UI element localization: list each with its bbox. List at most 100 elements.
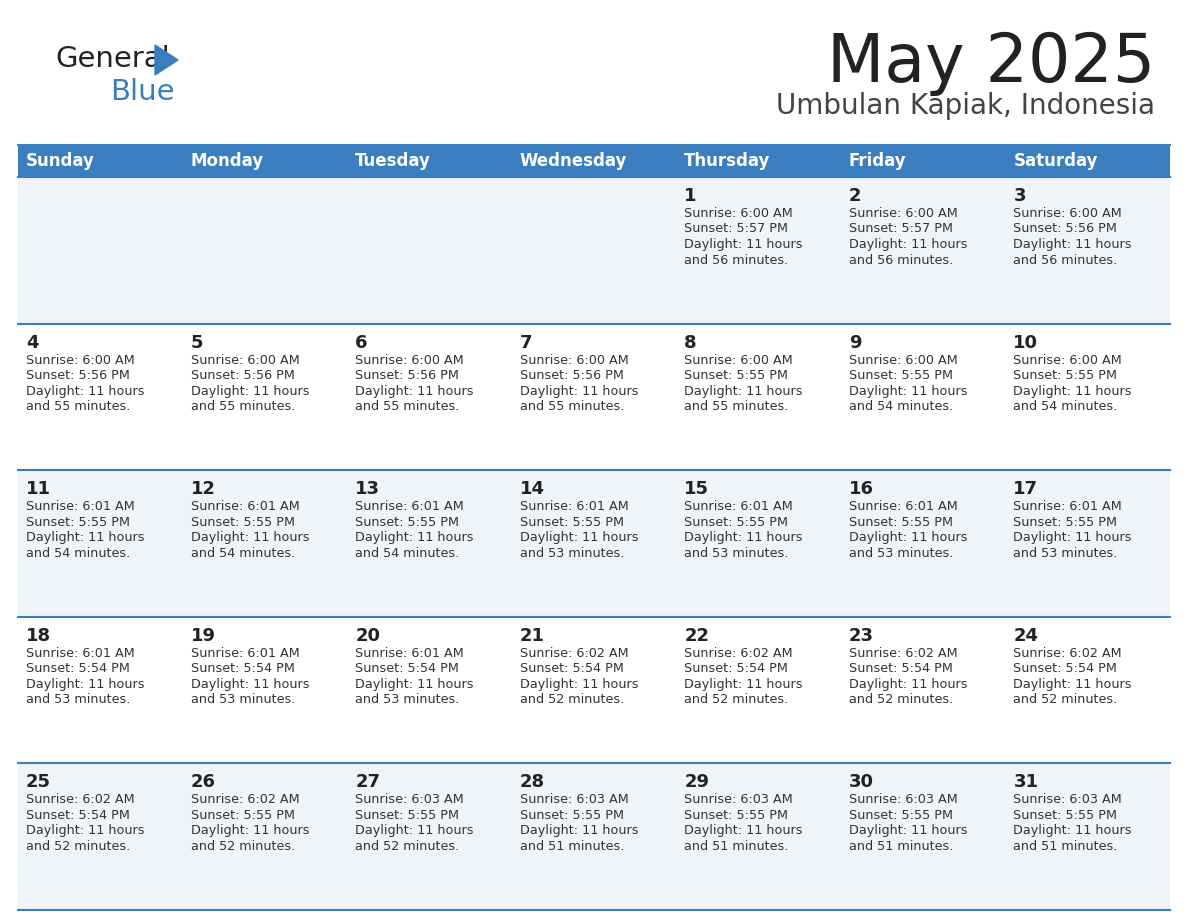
Text: Sunset: 5:54 PM: Sunset: 5:54 PM — [190, 662, 295, 676]
Text: and 54 minutes.: and 54 minutes. — [849, 400, 953, 413]
Text: Sunrise: 6:00 AM: Sunrise: 6:00 AM — [1013, 207, 1123, 220]
Text: Blue: Blue — [110, 78, 175, 106]
Text: Daylight: 11 hours: Daylight: 11 hours — [190, 677, 309, 691]
Text: 8: 8 — [684, 333, 697, 352]
Text: Sunset: 5:55 PM: Sunset: 5:55 PM — [1013, 369, 1118, 382]
Bar — [1005, 145, 1170, 177]
Text: and 55 minutes.: and 55 minutes. — [26, 400, 131, 413]
Bar — [18, 617, 1170, 764]
Bar — [512, 145, 676, 177]
Text: 25: 25 — [26, 773, 51, 791]
Text: 5: 5 — [190, 333, 203, 352]
Text: Sunset: 5:57 PM: Sunset: 5:57 PM — [849, 222, 953, 236]
Text: and 52 minutes.: and 52 minutes. — [190, 840, 295, 853]
Text: Daylight: 11 hours: Daylight: 11 hours — [849, 677, 967, 691]
Text: Sunset: 5:55 PM: Sunset: 5:55 PM — [849, 809, 953, 822]
Text: Sunset: 5:56 PM: Sunset: 5:56 PM — [26, 369, 129, 382]
Text: and 54 minutes.: and 54 minutes. — [355, 547, 460, 560]
Text: Daylight: 11 hours: Daylight: 11 hours — [849, 238, 967, 251]
Text: Daylight: 11 hours: Daylight: 11 hours — [355, 385, 474, 397]
Text: Tuesday: Tuesday — [355, 152, 431, 170]
Text: Sunrise: 6:01 AM: Sunrise: 6:01 AM — [355, 500, 463, 513]
Text: 14: 14 — [519, 480, 545, 498]
Text: Sunrise: 6:01 AM: Sunrise: 6:01 AM — [190, 500, 299, 513]
Text: 11: 11 — [26, 480, 51, 498]
Text: 22: 22 — [684, 627, 709, 644]
Text: and 55 minutes.: and 55 minutes. — [190, 400, 295, 413]
Text: and 51 minutes.: and 51 minutes. — [684, 840, 789, 853]
Bar — [183, 145, 347, 177]
Text: 18: 18 — [26, 627, 51, 644]
Text: and 52 minutes.: and 52 minutes. — [519, 693, 624, 706]
Text: and 53 minutes.: and 53 minutes. — [849, 547, 953, 560]
Text: Daylight: 11 hours: Daylight: 11 hours — [519, 532, 638, 544]
Text: Sunrise: 6:01 AM: Sunrise: 6:01 AM — [26, 647, 134, 660]
Text: Sunrise: 6:02 AM: Sunrise: 6:02 AM — [26, 793, 134, 806]
Text: and 51 minutes.: and 51 minutes. — [849, 840, 953, 853]
Text: Daylight: 11 hours: Daylight: 11 hours — [1013, 238, 1132, 251]
Text: Sunrise: 6:00 AM: Sunrise: 6:00 AM — [849, 207, 958, 220]
Text: Daylight: 11 hours: Daylight: 11 hours — [849, 532, 967, 544]
Text: Sunset: 5:54 PM: Sunset: 5:54 PM — [26, 809, 129, 822]
Text: Daylight: 11 hours: Daylight: 11 hours — [519, 824, 638, 837]
Text: and 54 minutes.: and 54 minutes. — [26, 547, 131, 560]
Text: 6: 6 — [355, 333, 367, 352]
Text: and 52 minutes.: and 52 minutes. — [1013, 693, 1118, 706]
Text: and 52 minutes.: and 52 minutes. — [355, 840, 460, 853]
Bar — [18, 145, 183, 177]
Text: Daylight: 11 hours: Daylight: 11 hours — [1013, 824, 1132, 837]
Text: Sunset: 5:55 PM: Sunset: 5:55 PM — [1013, 516, 1118, 529]
Text: Sunrise: 6:03 AM: Sunrise: 6:03 AM — [849, 793, 958, 806]
Text: Sunrise: 6:00 AM: Sunrise: 6:00 AM — [26, 353, 134, 366]
Text: Daylight: 11 hours: Daylight: 11 hours — [684, 238, 803, 251]
Text: Saturday: Saturday — [1013, 152, 1098, 170]
Text: and 51 minutes.: and 51 minutes. — [519, 840, 624, 853]
Text: Monday: Monday — [190, 152, 264, 170]
Text: Daylight: 11 hours: Daylight: 11 hours — [26, 677, 145, 691]
Text: 9: 9 — [849, 333, 861, 352]
Text: Sunrise: 6:00 AM: Sunrise: 6:00 AM — [1013, 353, 1123, 366]
Text: Sunset: 5:55 PM: Sunset: 5:55 PM — [355, 809, 459, 822]
Text: Sunrise: 6:00 AM: Sunrise: 6:00 AM — [190, 353, 299, 366]
Text: Sunrise: 6:02 AM: Sunrise: 6:02 AM — [684, 647, 792, 660]
Text: Sunset: 5:55 PM: Sunset: 5:55 PM — [519, 809, 624, 822]
Text: 31: 31 — [1013, 773, 1038, 791]
Text: and 56 minutes.: and 56 minutes. — [849, 253, 953, 266]
Text: Sunset: 5:57 PM: Sunset: 5:57 PM — [684, 222, 789, 236]
Text: Daylight: 11 hours: Daylight: 11 hours — [684, 677, 803, 691]
Text: Friday: Friday — [849, 152, 906, 170]
Text: Sunrise: 6:02 AM: Sunrise: 6:02 AM — [190, 793, 299, 806]
Text: Sunrise: 6:01 AM: Sunrise: 6:01 AM — [355, 647, 463, 660]
Text: General: General — [55, 45, 170, 73]
Text: Sunrise: 6:03 AM: Sunrise: 6:03 AM — [684, 793, 794, 806]
Bar — [841, 145, 1005, 177]
Text: and 53 minutes.: and 53 minutes. — [190, 693, 295, 706]
Text: Daylight: 11 hours: Daylight: 11 hours — [26, 824, 145, 837]
Text: Sunrise: 6:00 AM: Sunrise: 6:00 AM — [849, 353, 958, 366]
Text: 26: 26 — [190, 773, 215, 791]
Text: and 55 minutes.: and 55 minutes. — [519, 400, 624, 413]
Text: Sunset: 5:55 PM: Sunset: 5:55 PM — [1013, 809, 1118, 822]
Text: Thursday: Thursday — [684, 152, 771, 170]
Text: 17: 17 — [1013, 480, 1038, 498]
Bar — [676, 145, 841, 177]
Text: 30: 30 — [849, 773, 874, 791]
Text: May 2025: May 2025 — [827, 30, 1155, 96]
Text: Daylight: 11 hours: Daylight: 11 hours — [684, 824, 803, 837]
Text: 20: 20 — [355, 627, 380, 644]
Text: Sunrise: 6:01 AM: Sunrise: 6:01 AM — [26, 500, 134, 513]
Text: 24: 24 — [1013, 627, 1038, 644]
Text: 29: 29 — [684, 773, 709, 791]
Text: Umbulan Kapiak, Indonesia: Umbulan Kapiak, Indonesia — [776, 92, 1155, 120]
Text: Daylight: 11 hours: Daylight: 11 hours — [26, 532, 145, 544]
Text: Sunrise: 6:03 AM: Sunrise: 6:03 AM — [1013, 793, 1123, 806]
Text: 13: 13 — [355, 480, 380, 498]
Text: Daylight: 11 hours: Daylight: 11 hours — [355, 824, 474, 837]
Text: and 54 minutes.: and 54 minutes. — [190, 547, 295, 560]
Text: 7: 7 — [519, 333, 532, 352]
Text: Sunrise: 6:01 AM: Sunrise: 6:01 AM — [684, 500, 794, 513]
Text: Sunrise: 6:03 AM: Sunrise: 6:03 AM — [519, 793, 628, 806]
Text: 19: 19 — [190, 627, 215, 644]
Text: Sunrise: 6:00 AM: Sunrise: 6:00 AM — [355, 353, 463, 366]
Text: Daylight: 11 hours: Daylight: 11 hours — [26, 385, 145, 397]
